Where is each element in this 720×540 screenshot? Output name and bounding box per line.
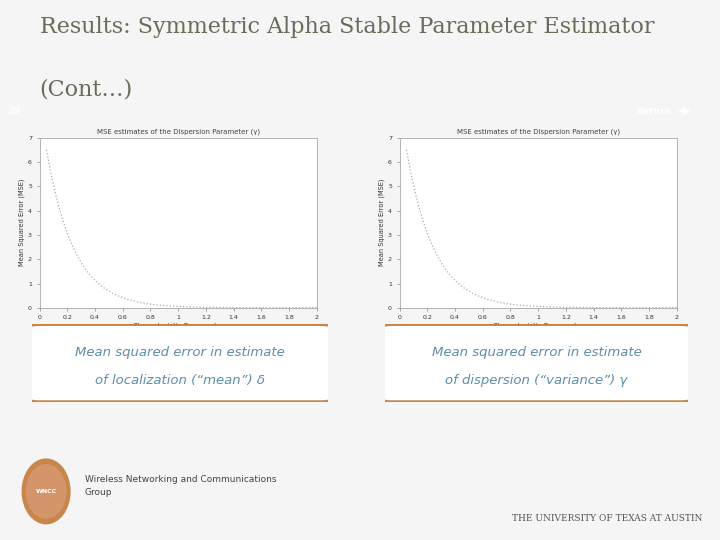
Title: MSE estimates of the Dispersion Parameter (γ): MSE estimates of the Dispersion Paramete… — [96, 129, 260, 135]
Text: (Cont…): (Cont…) — [40, 78, 133, 100]
Circle shape — [22, 459, 70, 524]
Text: Mean squared error in estimate: Mean squared error in estimate — [431, 346, 642, 359]
Text: 39: 39 — [7, 106, 20, 116]
Text: of dispersion (“variance”) γ: of dispersion (“variance”) γ — [445, 374, 628, 387]
Text: Return: Return — [636, 107, 671, 116]
Text: Mean squared error in estimate: Mean squared error in estimate — [75, 346, 285, 359]
Text: THE UNIVERSITY OF TEXAS AT AUSTIN: THE UNIVERSITY OF TEXAS AT AUSTIN — [512, 514, 702, 523]
Y-axis label: Mean Squared Error (MSE): Mean Squared Error (MSE) — [19, 179, 25, 267]
FancyBboxPatch shape — [30, 325, 330, 402]
Text: WNCC: WNCC — [35, 489, 57, 494]
Title: MSE estimates of the Dispersion Parameter (γ): MSE estimates of the Dispersion Paramete… — [456, 129, 620, 135]
Circle shape — [27, 465, 66, 518]
X-axis label: Characteristic Exponent α: Characteristic Exponent α — [132, 323, 224, 329]
FancyBboxPatch shape — [382, 325, 690, 402]
X-axis label: Characteristic Exponent α: Characteristic Exponent α — [492, 323, 584, 329]
Text: of localization (“mean”) δ: of localization (“mean”) δ — [95, 374, 265, 387]
Text: Wireless Networking and Communications
Group: Wireless Networking and Communications G… — [85, 475, 276, 497]
Y-axis label: Mean Squared Error (MSE): Mean Squared Error (MSE) — [379, 179, 385, 267]
Text: Results: Symmetric Alpha Stable Parameter Estimator: Results: Symmetric Alpha Stable Paramete… — [40, 16, 654, 38]
